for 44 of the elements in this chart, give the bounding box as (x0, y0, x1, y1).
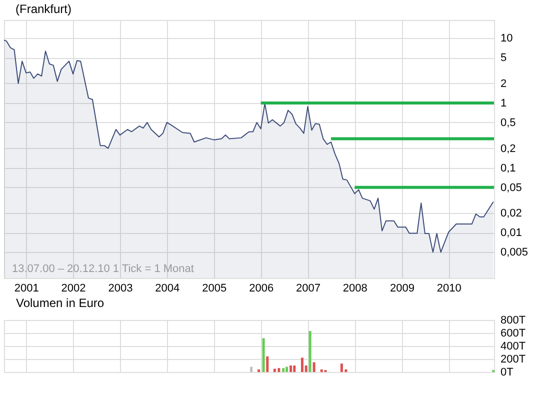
bar (273, 368, 276, 372)
bar (250, 366, 253, 372)
x-tick-label: 2006 (249, 282, 274, 294)
bar (262, 338, 265, 372)
bar (290, 366, 292, 372)
bar (293, 366, 296, 372)
bar (320, 369, 323, 372)
x-tick-label: 2003 (108, 282, 133, 294)
bar (266, 356, 269, 372)
y-tick-label: 0,1 (500, 162, 516, 174)
y-tick-label: 800T (500, 314, 526, 326)
chart-title: Volumen in Euro (16, 296, 104, 310)
y-tick-label: 0,01 (500, 227, 522, 240)
x-tick-label: 2008 (342, 282, 368, 294)
bar (340, 364, 343, 372)
x-tick-label: 2001 (14, 282, 39, 294)
x-tick-label: 2005 (202, 282, 227, 294)
y-tick-label: 600T (500, 328, 526, 340)
bar (282, 368, 285, 372)
x-tick-label: 2009 (390, 282, 414, 294)
y-tick-label: 10 (500, 32, 513, 45)
y-tick-label: 1 (500, 97, 507, 110)
bar (286, 366, 288, 372)
bar (300, 358, 304, 372)
bar (312, 362, 316, 372)
y-tick-label: 0,05 (500, 182, 522, 194)
y-tick-label: 2 (500, 78, 507, 90)
x-tick-label: 2002 (61, 282, 86, 294)
x-tick-label: 2007 (296, 282, 320, 294)
y-tick-label: 200T (500, 354, 526, 366)
y-tick-label: 0T (500, 366, 514, 378)
x-tick-label: 2004 (155, 282, 180, 294)
y-tick-label: 0,02 (500, 208, 522, 220)
y-tick-label: 5 (500, 52, 507, 64)
y-tick-label: 0,2 (500, 142, 516, 155)
bar (308, 331, 312, 372)
annotation: 13.07.00 – 20.12.10 1 Tick = 1 Monat (12, 263, 194, 275)
bar (258, 369, 260, 372)
y-tick-label: 400T (500, 340, 526, 352)
y-tick-label: 0,5 (500, 116, 516, 129)
x-tick-label: 2010 (436, 282, 462, 294)
bar (278, 368, 280, 372)
chart-title: (Frankfurt) (16, 2, 72, 16)
y-tick-label: 0,005 (500, 246, 528, 259)
